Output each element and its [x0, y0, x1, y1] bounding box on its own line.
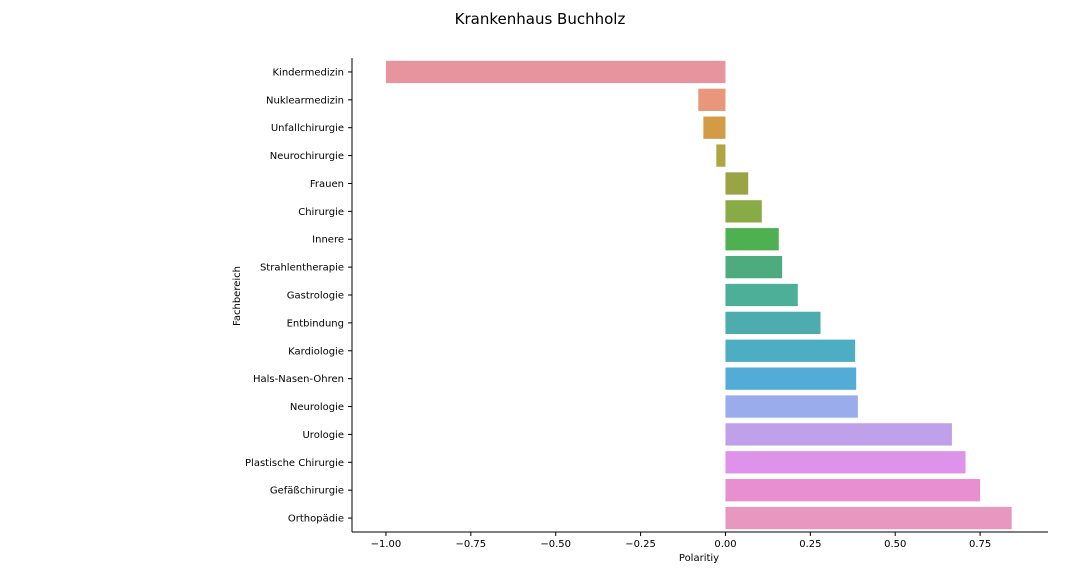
y-tick-label: Entbindung — [287, 318, 344, 329]
y-tick-label: Unfallchirurgie — [271, 123, 344, 134]
bar-7 — [725, 255, 783, 279]
y-tick-label: Strahlentherapie — [260, 263, 344, 274]
x-tick-label: −0.75 — [456, 539, 487, 550]
y-tick-label: Innere — [312, 235, 344, 246]
bar-0 — [385, 60, 726, 84]
y-tick-label: Neurochirurgie — [270, 151, 344, 162]
x-tick-label: 0.50 — [884, 539, 906, 550]
bar-11 — [725, 367, 857, 390]
bars-group — [385, 60, 1012, 530]
y-axis-label: Fachbereich — [232, 266, 243, 326]
bar-15 — [725, 479, 981, 502]
bar-4 — [725, 172, 749, 195]
y-tick-label: Kindermedizin — [273, 67, 345, 78]
y-tick-label: Chirurgie — [298, 207, 344, 218]
bar-14 — [725, 451, 966, 474]
y-tick-label: Gastrologie — [287, 291, 344, 302]
y-tick-label: Kardiologie — [288, 346, 344, 357]
chart-title: Krankenhaus Buchholz — [455, 10, 626, 28]
y-tick-labels: Kindermedizin Nuklearmedizin Unfallchirurg… — [245, 67, 352, 525]
y-tick-label: Plastische Chirurgie — [245, 458, 344, 469]
bar-8 — [725, 283, 798, 307]
x-ticks: −1.00 −0.75 −0.50 −0.25 0.00 0.25 0.50 0.75 — [371, 532, 991, 550]
bar-16 — [725, 506, 1012, 530]
x-tick-label: 0.25 — [799, 539, 821, 550]
bar-3 — [716, 144, 726, 167]
y-tick-label: Frauen — [310, 179, 344, 190]
x-tick-label: −0.50 — [540, 539, 571, 550]
bar-5 — [725, 200, 762, 223]
bar-10 — [725, 339, 856, 362]
bar-13 — [725, 423, 952, 446]
y-tick-label: Orthopädie — [288, 514, 344, 525]
y-tick-label: Gefäßchirurgie — [270, 486, 344, 497]
x-tick-label: 0.75 — [969, 539, 991, 550]
y-tick-label: Hals-Nasen-Ohren — [253, 374, 344, 385]
x-tick-label: −1.00 — [371, 539, 402, 550]
y-tick-label: Nuklearmedizin — [266, 95, 344, 106]
x-tick-label: −0.25 — [625, 539, 656, 550]
bar-2 — [703, 116, 726, 139]
bar-12 — [725, 395, 858, 418]
y-tick-label: Urologie — [302, 430, 344, 441]
y-tick-label: Neurologie — [290, 402, 344, 413]
bar-9 — [725, 311, 821, 335]
bar-1 — [698, 88, 726, 111]
x-tick-label: 0.00 — [714, 539, 736, 550]
x-axis-label: Polaritiy — [679, 553, 719, 564]
bar-6 — [725, 228, 779, 251]
